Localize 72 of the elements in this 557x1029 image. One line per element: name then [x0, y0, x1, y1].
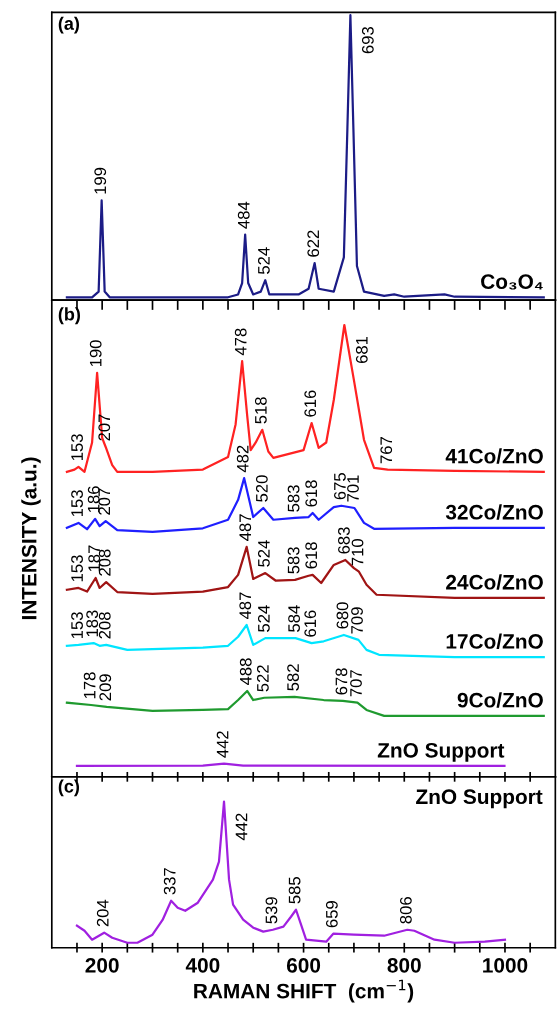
series-label: 41Co/ZnO [445, 448, 543, 464]
annotation: 767 [380, 437, 393, 464]
annotation: 524 [257, 605, 270, 632]
annotation: 709 [351, 607, 363, 634]
annotation: 153 [71, 555, 83, 582]
annotation: 622 [307, 230, 320, 257]
y-axis-title: INTENSITY (a.u.) [21, 457, 41, 620]
annotation: 207 [98, 488, 111, 515]
x-tick-label: 800 [387, 957, 421, 973]
annotation: 153 [71, 490, 83, 517]
annotation: 484 [237, 201, 250, 229]
annotation: 208 [98, 549, 111, 576]
annotation: 539 [265, 897, 278, 924]
x-tick-label: 200 [85, 957, 119, 973]
annotation: 487 [239, 514, 252, 541]
annotation: 520 [255, 475, 268, 502]
annotation: 186 [87, 486, 100, 513]
annotation: 183 [86, 610, 99, 637]
annotation: 707 [350, 670, 362, 697]
annotation: 701 [347, 475, 359, 502]
annotation: 585 [288, 877, 301, 904]
annotation: 616 [304, 610, 317, 637]
series-label: 32Co/ZnO [445, 504, 543, 520]
annotation: 618 [305, 480, 318, 507]
annotation: 680 [336, 602, 349, 629]
annotation: 522 [256, 665, 269, 692]
annotation: 659 [325, 901, 338, 928]
annotation: 442 [235, 813, 248, 841]
annotation: 678 [335, 668, 348, 695]
annotation: 518 [254, 397, 267, 424]
series-label: ZnO Support [377, 742, 505, 762]
series-label: 17Co/ZnO [446, 633, 543, 650]
annotation: 584 [288, 605, 300, 632]
annotation: 681 [355, 336, 368, 364]
annotation: 618 [305, 542, 318, 569]
annotation: 806 [399, 897, 412, 924]
annotation: 487 [239, 592, 252, 620]
annotation: 675 [334, 473, 346, 500]
annotation: 153 [71, 434, 83, 461]
annotation: 199 [94, 167, 107, 194]
annotation: 178 [83, 672, 96, 699]
annotation: 583 [287, 547, 300, 574]
annotation: 488 [239, 658, 252, 686]
annotation: 710 [351, 538, 364, 566]
annotation: 442 [216, 731, 229, 758]
x-tick-label: 400 [185, 957, 220, 973]
annotation: 582 [287, 664, 299, 691]
annotation: 208 [98, 612, 111, 639]
annotation: 583 [287, 485, 300, 512]
annotation: 616 [304, 390, 317, 417]
annotation: 524 [257, 247, 270, 274]
text: (b) [58, 307, 80, 325]
annotation: 693 [361, 27, 374, 54]
series-label: 24Co/ZnO [446, 574, 543, 590]
series-label: Co₃O₄ [481, 274, 543, 290]
annotation: 204 [96, 899, 109, 927]
text: (c) [58, 779, 80, 797]
annotation: 209 [99, 674, 112, 701]
annotation: 337 [163, 868, 176, 895]
annotation: 482 [236, 445, 249, 473]
annotation: 190 [89, 340, 102, 367]
annotation: 478 [234, 328, 247, 356]
annotation: 207 [98, 414, 111, 441]
annotation: (a) [58, 16, 80, 34]
annotation: 683 [338, 527, 350, 554]
series-label: 9Co/ZnO [457, 692, 543, 708]
x-axis-title: RAMAN SHIFT (cm$^{−1}$) [194, 979, 414, 1003]
x-tick-label: 600 [286, 957, 321, 973]
annotation: 524 [257, 540, 270, 567]
x-tick-label: 1000 [483, 957, 528, 973]
annotation: 153 [71, 612, 83, 639]
text: ZnO Support [416, 789, 543, 809]
